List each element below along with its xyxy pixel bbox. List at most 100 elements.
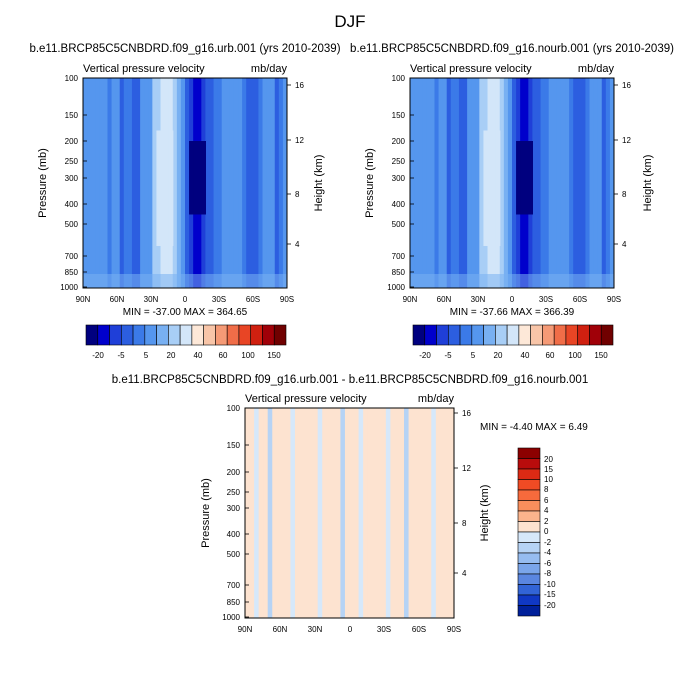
field-column: [282, 78, 287, 288]
field-column: [454, 78, 460, 288]
field-column: [589, 78, 595, 288]
panel-diff-minmax: MIN = -4.40 MAX = 6.49: [480, 422, 588, 433]
field-column: [107, 78, 113, 288]
y2tick: 12: [295, 136, 304, 145]
field-column: [180, 78, 186, 288]
colorbar-box: [506, 324, 520, 346]
ytick: 1000: [60, 283, 78, 292]
field-column: [446, 78, 452, 288]
ytick: 400: [227, 530, 241, 539]
colorbar-label: -8: [544, 569, 552, 578]
colorbar-box: [517, 489, 541, 501]
colorbar-label: 40: [194, 351, 203, 360]
colorbar-label: -15: [544, 590, 556, 599]
colorbar-label: -20: [92, 351, 104, 360]
colorbar-box: [517, 573, 541, 585]
panel-nourb-y2ticks: 16 12 8 4: [622, 81, 631, 249]
y2tick: 16: [622, 81, 631, 90]
field-column: [605, 78, 611, 288]
colorbar-box: [565, 324, 579, 346]
field-column: [270, 78, 276, 288]
field-column: [119, 78, 125, 288]
colorbar-box: [97, 324, 110, 346]
field-column: [276, 408, 282, 618]
field-column: [238, 78, 243, 288]
panel-urb-colorbar-labels: -20 -5 5 20 40 60 100 150: [92, 351, 281, 360]
y2tick: 4: [622, 240, 627, 249]
colorbar-label: 20: [167, 351, 176, 360]
ytick: 250: [392, 157, 406, 166]
colorbar-box: [273, 324, 287, 346]
panel-nourb-frame: [409, 77, 615, 289]
panel-urb-right-subtitle: mb/day: [251, 63, 288, 75]
colorbar-label: -2: [544, 538, 552, 547]
xtick: 60S: [573, 295, 587, 304]
y2tick: 4: [295, 240, 300, 249]
colorbar-box: [238, 324, 252, 346]
field-core: [189, 141, 194, 215]
field-column: [263, 408, 269, 618]
field-column: [281, 408, 287, 618]
panel-nourb-field: [410, 78, 614, 288]
field-column: [404, 408, 410, 618]
field-column: [140, 78, 145, 288]
panel-urb-left-subtitle: Vertical pressure velocity: [83, 63, 205, 75]
field-column: [458, 78, 464, 288]
ytick: 300: [392, 174, 406, 183]
field-column: [435, 408, 441, 618]
field-column: [127, 78, 133, 288]
colorbar-box: [109, 324, 122, 346]
ytick: 100: [227, 404, 241, 413]
colorbar-label: 4: [544, 506, 549, 515]
panel-nourb-colorbar-labels: -20 -5 5 20 40 60 100 150: [419, 351, 608, 360]
ytick: 500: [227, 550, 241, 559]
field-column: [262, 78, 268, 288]
field-column: [185, 78, 190, 288]
field-column: [367, 408, 373, 618]
colorbar-label: 150: [594, 351, 608, 360]
field-column: [313, 408, 319, 618]
field-column: [344, 408, 351, 618]
field-core: [197, 141, 202, 215]
colorbar-label: 15: [544, 465, 553, 474]
field-column: [304, 408, 310, 618]
panel-urb-minmax: MIN = -37.00 MAX = 364.65: [123, 307, 248, 318]
field-column: [440, 408, 446, 618]
ytick: 850: [392, 268, 406, 277]
field-column: [87, 78, 92, 288]
field-column: [463, 78, 468, 288]
panel-nourb-y2label: Height (km): [642, 155, 654, 212]
field-column: [548, 78, 554, 288]
colorbar-box: [517, 510, 541, 522]
field-column: [434, 78, 440, 288]
colorbar-box: [412, 324, 426, 346]
panel-nourb-xticks: 90N 60N 30N 0 30S 60S 90S: [403, 295, 621, 304]
xtick: 90S: [280, 295, 294, 304]
colorbar-label: 8: [544, 485, 549, 494]
field-column: [385, 408, 391, 618]
colorbar-label: 60: [219, 351, 228, 360]
field-column: [597, 78, 603, 288]
field-column: [326, 408, 332, 618]
colorbar-label: -10: [544, 580, 556, 589]
surface-band: [410, 274, 614, 288]
colorbar-label: 2: [544, 517, 549, 526]
field-column: [308, 408, 314, 618]
field-column: [322, 408, 328, 618]
panel-diff-frame: [244, 407, 455, 619]
ytick: 700: [65, 252, 79, 261]
field-column: [410, 78, 415, 288]
xtick: 90S: [607, 295, 621, 304]
field-column: [99, 78, 104, 288]
field-column: [221, 78, 227, 288]
field-column: [354, 408, 360, 618]
field-column: [335, 408, 342, 618]
field-column: [258, 78, 264, 288]
xtick: 30S: [212, 295, 226, 304]
colorbar-box: [459, 324, 473, 346]
field-column: [593, 78, 599, 288]
field-core: [193, 141, 198, 215]
ytick: 150: [392, 111, 406, 120]
xtick: 60N: [110, 295, 125, 304]
